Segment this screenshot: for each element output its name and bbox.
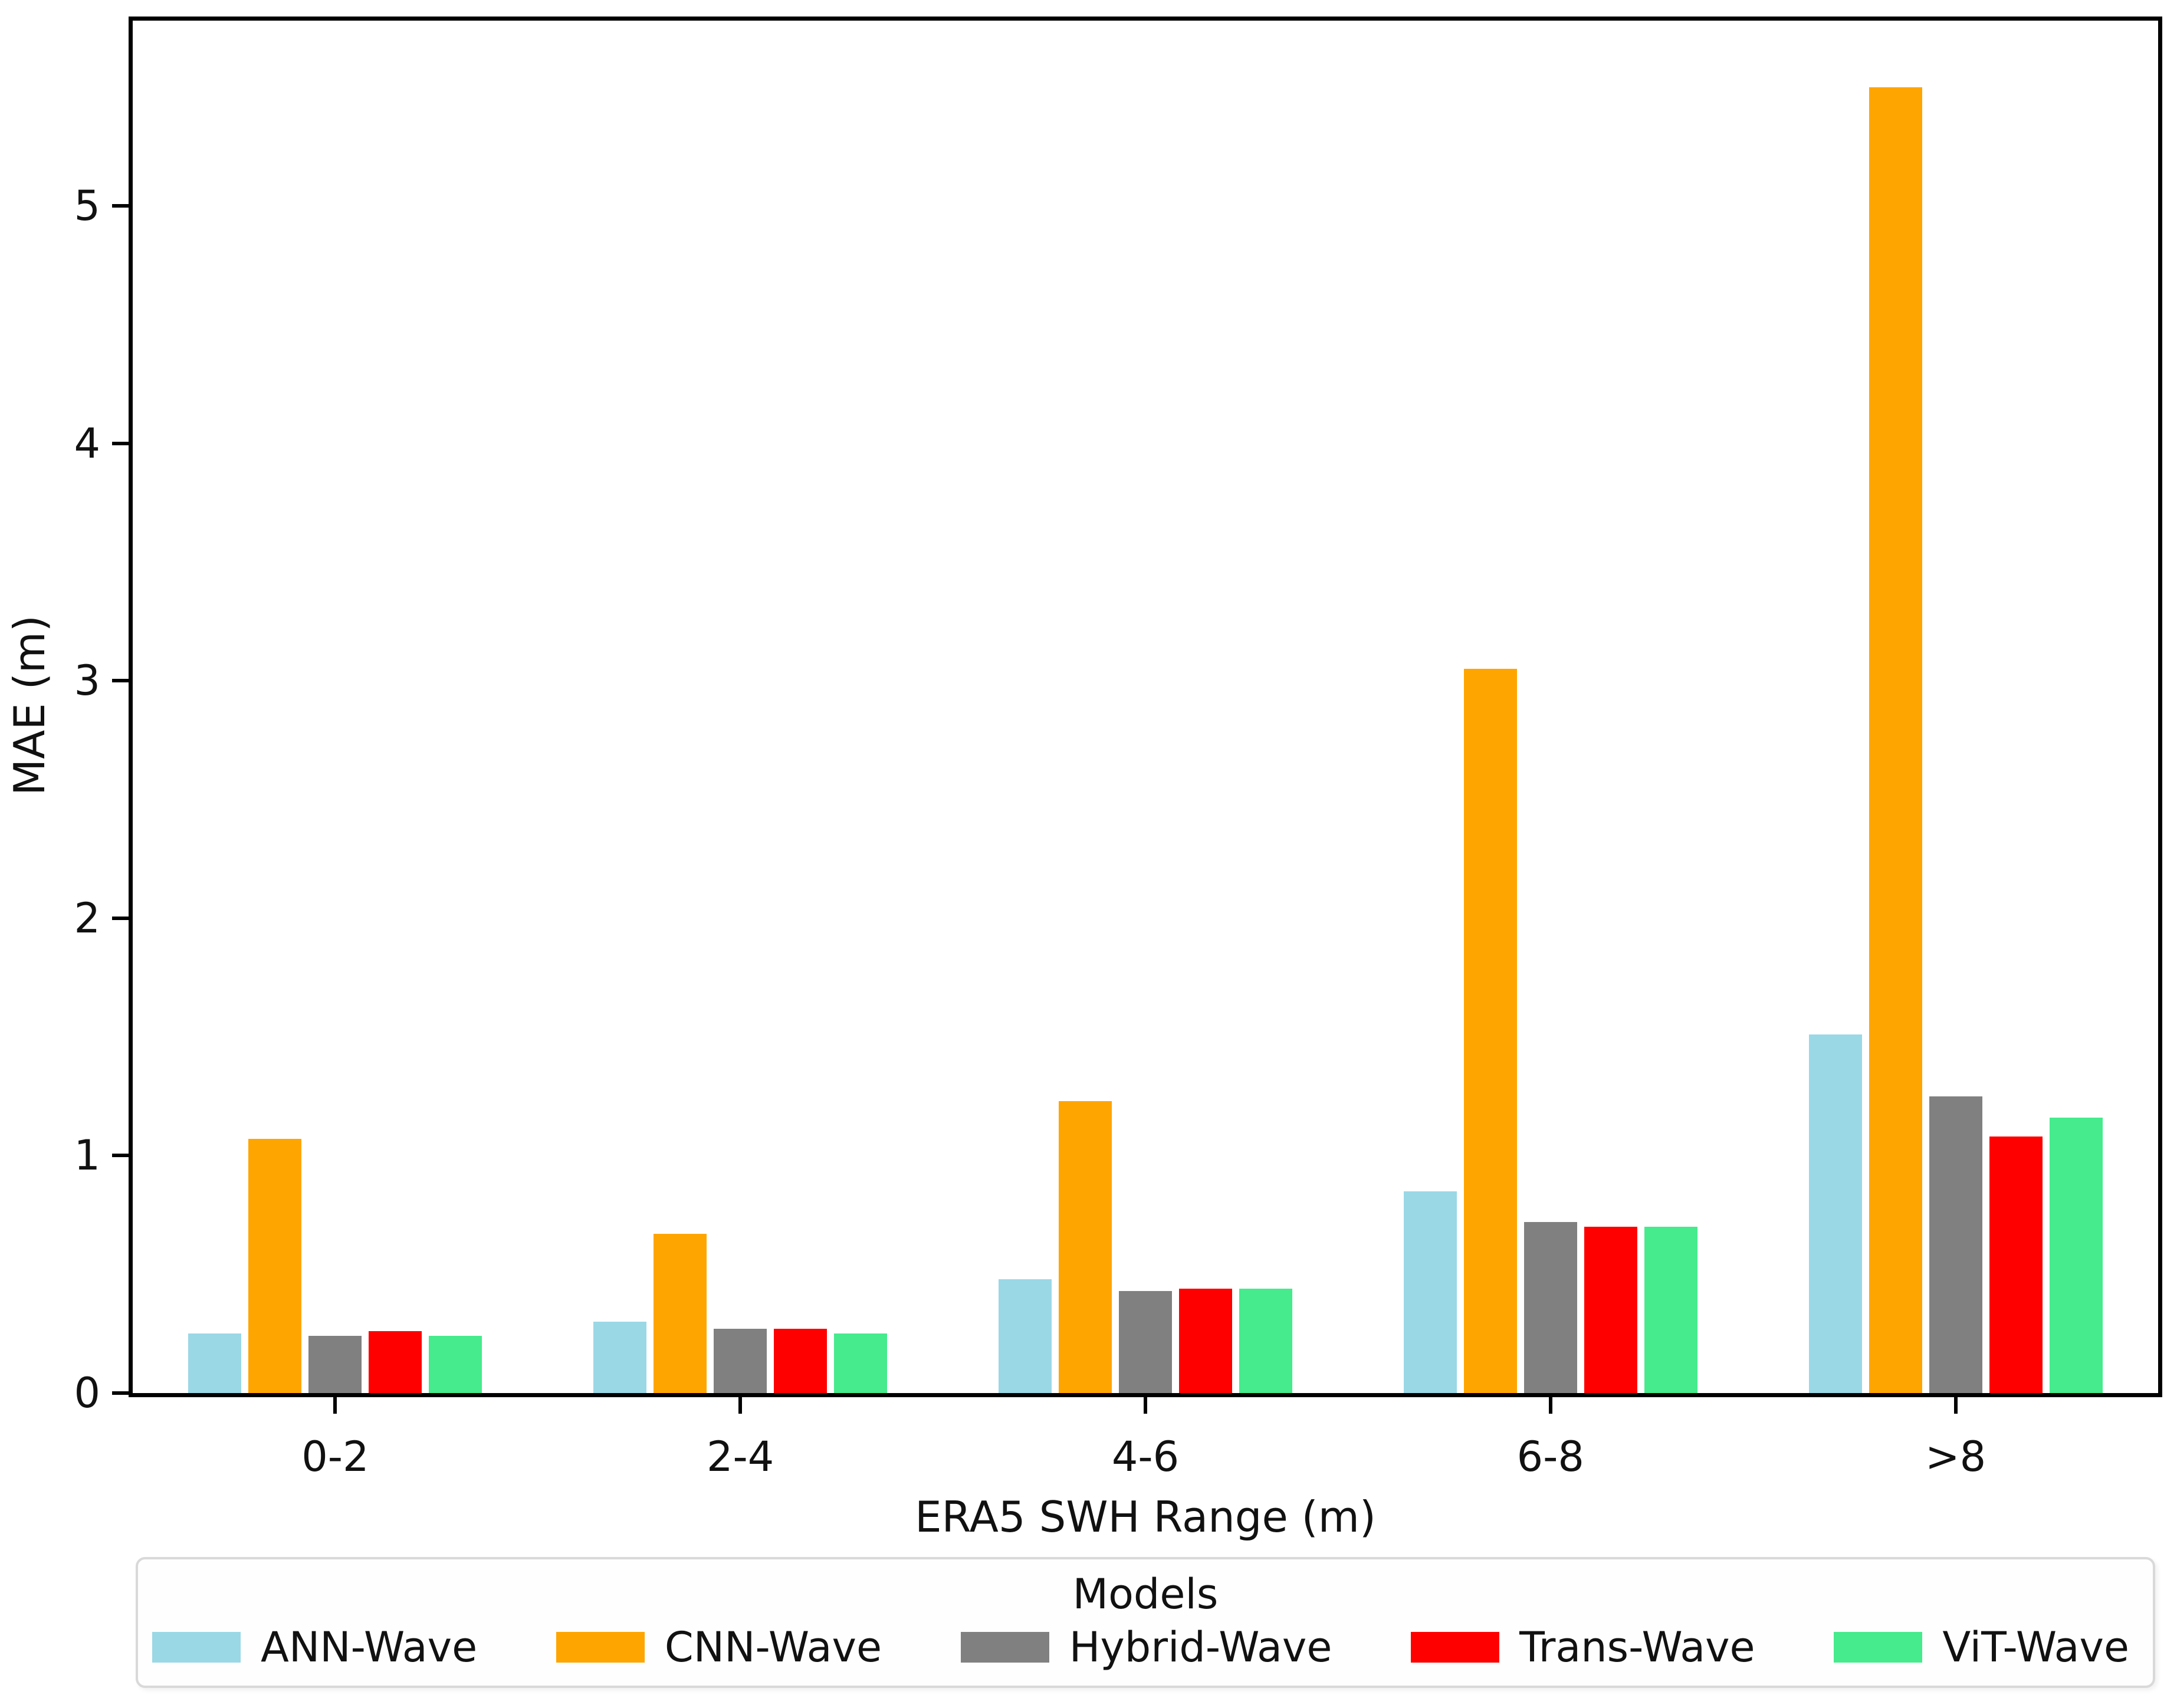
y-axis-title: MAE (m) [5, 615, 54, 796]
y-tick-label: 4 [74, 419, 100, 468]
bar-ViT-Wave-6-8 [1644, 1227, 1697, 1393]
x-tick [738, 1397, 743, 1414]
x-axis-title: ERA5 SWH Range (m) [915, 1492, 1376, 1542]
y-tick [112, 916, 129, 920]
legend-swatch-ANN-Wave [152, 1632, 241, 1663]
x-tick [1548, 1397, 1552, 1414]
bar-CNN-Wave->8 [1869, 87, 1922, 1393]
top-spine [129, 17, 2162, 21]
bar-ANN-Wave-4-6 [999, 1279, 1052, 1393]
y-tick-label: 1 [74, 1131, 100, 1180]
legend-swatch-Trans-Wave [1411, 1632, 1500, 1663]
bar-ViT-Wave-2-4 [834, 1333, 887, 1393]
y-tick [112, 441, 129, 445]
y-tick-label: 0 [74, 1369, 100, 1417]
legend-label: ANN-Wave [261, 1623, 478, 1671]
legend-title: Models [1072, 1570, 1219, 1618]
bar-Hybrid-Wave-0-2 [308, 1336, 362, 1393]
x-axis-line [129, 1393, 2162, 1397]
legend-label: Hybrid-Wave [1069, 1623, 1332, 1671]
bar-Trans-Wave-0-2 [369, 1331, 422, 1393]
legend-swatch-Hybrid-Wave [960, 1632, 1049, 1663]
legend-entries: ANN-Wave CNN-Wave Hybrid-Wave Trans-Wave ViT… [152, 1621, 2129, 1674]
x-tick [333, 1397, 337, 1414]
x-tick-label: 0-2 [301, 1433, 369, 1481]
legend-entry-CNN-Wave: CNN-Wave [556, 1623, 882, 1671]
bar-ViT-Wave-0-2 [429, 1336, 482, 1393]
x-tick-label: 4-6 [1111, 1433, 1180, 1481]
legend-entry-ANN-Wave: ANN-Wave [152, 1623, 477, 1671]
legend-entry-Hybrid-Wave: Hybrid-Wave [960, 1623, 1332, 1671]
y-tick [112, 204, 129, 208]
bar-ANN-Wave-0-2 [188, 1333, 241, 1393]
bar-ANN-Wave-2-4 [593, 1322, 646, 1393]
x-tick-label: 2-4 [707, 1433, 774, 1481]
legend-entry-ViT-Wave: ViT-Wave [1834, 1623, 2129, 1671]
legend-label: Trans-Wave [1519, 1623, 1755, 1671]
bar-ViT-Wave->8 [2050, 1118, 2103, 1393]
x-tick-label: >8 [1925, 1433, 1986, 1481]
legend-label: ViT-Wave [1942, 1623, 2129, 1671]
right-spine [2158, 17, 2162, 1397]
x-tick [1953, 1397, 1958, 1414]
bar-Hybrid-Wave-2-4 [714, 1329, 767, 1393]
bar-CNN-Wave-6-8 [1464, 669, 1517, 1393]
x-tick-label: 6-8 [1516, 1433, 1584, 1481]
legend-entry-Trans-Wave: Trans-Wave [1411, 1623, 1755, 1671]
y-tick-label: 2 [74, 894, 100, 942]
bar-ANN-Wave->8 [1809, 1034, 1862, 1393]
bar-CNN-Wave-4-6 [1059, 1101, 1112, 1393]
y-tick-label: 3 [74, 656, 100, 705]
bar-Hybrid-Wave->8 [1929, 1096, 1982, 1393]
bar-Trans-Wave-2-4 [774, 1329, 827, 1393]
x-tick [1144, 1397, 1147, 1414]
y-tick [112, 1154, 129, 1158]
legend-box: Models ANN-Wave CNN-Wave Hybrid-Wave Trans-… [136, 1557, 2155, 1688]
y-axis-line [129, 17, 133, 1397]
y-tick [112, 1391, 129, 1395]
bar-Trans-Wave-6-8 [1584, 1227, 1637, 1393]
bar-CNN-Wave-2-4 [654, 1234, 707, 1393]
y-tick-label: 5 [74, 182, 100, 231]
bar-Trans-Wave->8 [1989, 1137, 2043, 1393]
bar-ANN-Wave-6-8 [1404, 1191, 1457, 1393]
legend-swatch-CNN-Wave [556, 1632, 645, 1663]
legend-label: CNN-Wave [664, 1623, 882, 1671]
bar-Hybrid-Wave-6-8 [1524, 1222, 1577, 1393]
bar-CNN-Wave-0-2 [248, 1139, 301, 1393]
bar-ViT-Wave-4-6 [1239, 1289, 1292, 1393]
bar-Trans-Wave-4-6 [1179, 1289, 1232, 1393]
y-tick [112, 679, 129, 683]
legend-swatch-ViT-Wave [1834, 1632, 1923, 1663]
bar-Hybrid-Wave-4-6 [1119, 1291, 1172, 1393]
